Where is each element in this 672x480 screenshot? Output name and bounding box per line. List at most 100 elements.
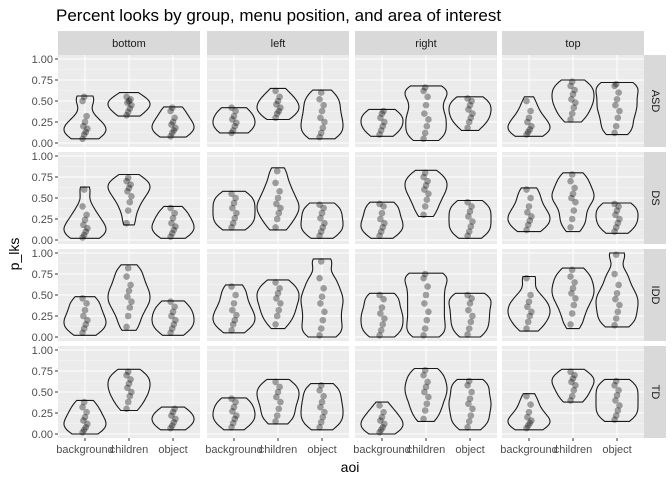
data-point [231, 415, 239, 423]
data-point [523, 392, 530, 400]
data-point [611, 381, 618, 389]
data-point [527, 194, 534, 202]
data-point [84, 316, 91, 324]
data-point [273, 295, 280, 302]
data-point [611, 228, 618, 235]
data-point [317, 381, 325, 389]
data-point [567, 273, 574, 280]
data-point [526, 126, 534, 133]
data-point [572, 381, 579, 389]
data-point [572, 295, 579, 302]
data-point [272, 279, 279, 286]
data-point [612, 224, 620, 231]
data-point [123, 219, 130, 227]
data-point [230, 199, 238, 207]
data-point [377, 326, 385, 334]
data-point [231, 214, 239, 222]
data-point [273, 312, 281, 320]
data-point [124, 384, 131, 392]
violin-DS-top-background [507, 187, 551, 233]
data-point [526, 419, 534, 427]
data-point [79, 329, 86, 337]
data-point [567, 82, 574, 90]
data-point [233, 119, 240, 127]
data-point [273, 200, 280, 208]
data-point [228, 104, 235, 112]
data-point [83, 300, 90, 307]
violin-ASD-right-background [360, 108, 404, 137]
y-tick-label: 1.00 [32, 345, 53, 357]
y-tick-label: 0.75 [32, 366, 53, 378]
data-point [612, 211, 619, 219]
data-point [276, 93, 283, 101]
violin-IDD-top-object [595, 252, 639, 328]
data-point [273, 412, 281, 419]
data-point [571, 371, 578, 379]
data-point [421, 84, 429, 91]
data-point [568, 96, 575, 103]
violin-IDD-top-children [551, 267, 595, 330]
x-tick-label-children: children [110, 444, 149, 456]
data-point [571, 86, 578, 94]
data-point [567, 116, 574, 123]
data-point [465, 418, 473, 425]
data-point [467, 318, 475, 326]
data-point [615, 387, 622, 394]
data-point [421, 366, 429, 374]
data-point [569, 375, 577, 382]
data-point [469, 218, 476, 225]
data-point [377, 310, 384, 317]
data-point [466, 101, 474, 109]
y-tick-label: 0.50 [32, 193, 53, 205]
y-tick-label: 0.00 [32, 429, 53, 441]
data-point [168, 129, 176, 137]
data-point [79, 234, 86, 241]
violin-ASD-top-background [507, 96, 551, 137]
data-point [469, 110, 476, 117]
data-point [524, 422, 532, 429]
data-point [168, 229, 176, 237]
data-point [568, 194, 575, 202]
data-point [568, 215, 576, 223]
data-point [276, 284, 283, 292]
data-point [469, 312, 476, 320]
violin-IDD-left-background [212, 284, 256, 334]
data-point [611, 82, 618, 90]
data-point [81, 118, 89, 126]
data-point [379, 423, 387, 431]
data-point [126, 304, 134, 311]
data-point [272, 114, 279, 122]
data-point [229, 219, 237, 227]
data-point [568, 171, 576, 178]
violin-ASD-left-object [300, 89, 344, 140]
data-point [317, 258, 325, 265]
data-point [316, 133, 323, 141]
data-point [421, 300, 428, 307]
y-tick-label: 0.75 [32, 75, 53, 87]
data-point [528, 213, 535, 220]
violin-ASD-bottom-children [107, 92, 151, 117]
violin-TD-right-object [448, 378, 492, 431]
data-point [612, 397, 619, 404]
data-point [615, 203, 622, 210]
data-point [230, 300, 238, 307]
y-axis-title: p_lks [6, 238, 22, 271]
violin-ASD-bottom-background [63, 95, 107, 140]
data-point [272, 179, 279, 187]
x-tick-label-object: object [158, 444, 187, 456]
data-point [79, 203, 86, 210]
data-point [167, 204, 174, 212]
data-point [420, 211, 427, 219]
data-point [123, 111, 130, 119]
data-point [321, 219, 328, 227]
data-point [80, 122, 87, 130]
violin-DS-right-background [360, 201, 404, 239]
data-point [125, 380, 133, 387]
panels-layer: bottom left right top ASD DS IDD TD 0.00 0.25 0.50… [32, 31, 666, 456]
data-point [83, 112, 90, 120]
data-point [376, 332, 383, 339]
data-point [569, 90, 577, 98]
data-point [612, 101, 619, 109]
data-point [423, 400, 431, 408]
